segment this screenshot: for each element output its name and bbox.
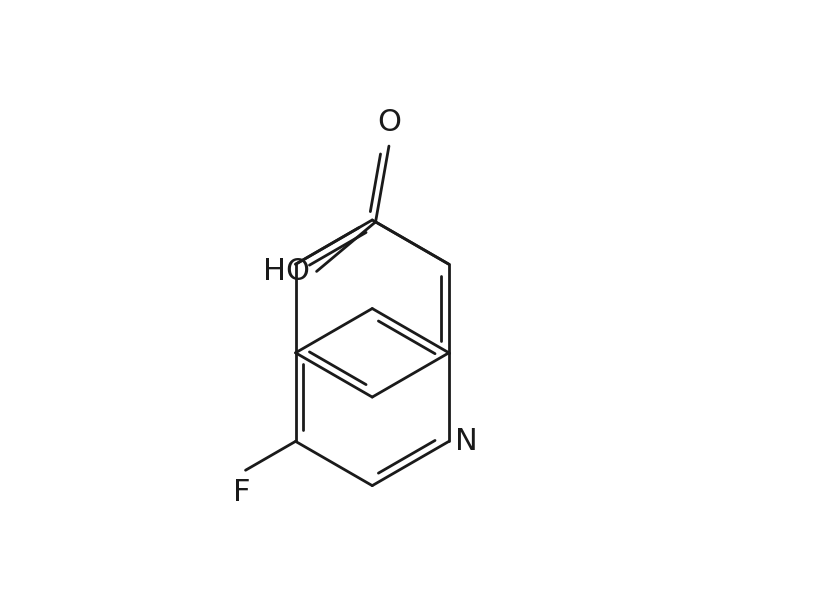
Text: F: F xyxy=(233,478,251,507)
Text: HO: HO xyxy=(263,257,310,286)
Text: N: N xyxy=(455,427,478,456)
Text: O: O xyxy=(377,108,401,137)
